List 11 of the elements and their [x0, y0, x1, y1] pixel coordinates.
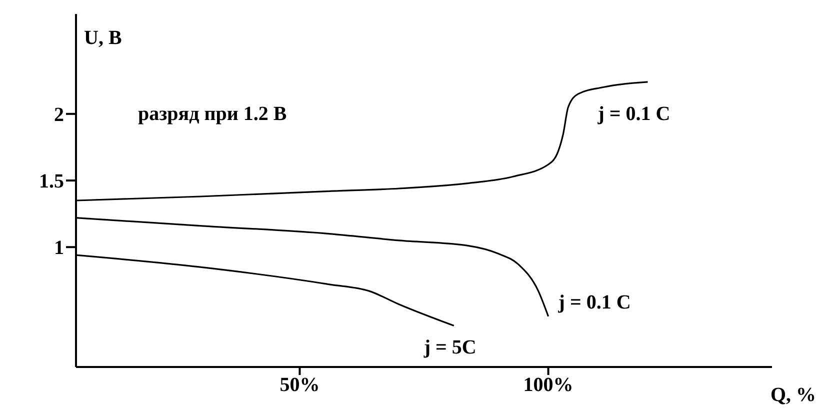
y-tick-label: 2 [54, 104, 64, 126]
y-axis-title: U, В [84, 27, 122, 49]
y-tick-label: 1.5 [39, 170, 64, 193]
series-label: j = 5C [422, 336, 476, 359]
x-axis-title: Q, % [770, 384, 816, 406]
series-label: j = 0.1 C [596, 102, 670, 125]
x-tick-label: 50% [280, 374, 320, 396]
x-tick-label: 100% [523, 374, 574, 396]
series-label: j = 0.1 C [557, 291, 631, 314]
annotation: разряд при 1.2 В [138, 103, 287, 126]
y-tick-label: 1 [54, 237, 64, 260]
